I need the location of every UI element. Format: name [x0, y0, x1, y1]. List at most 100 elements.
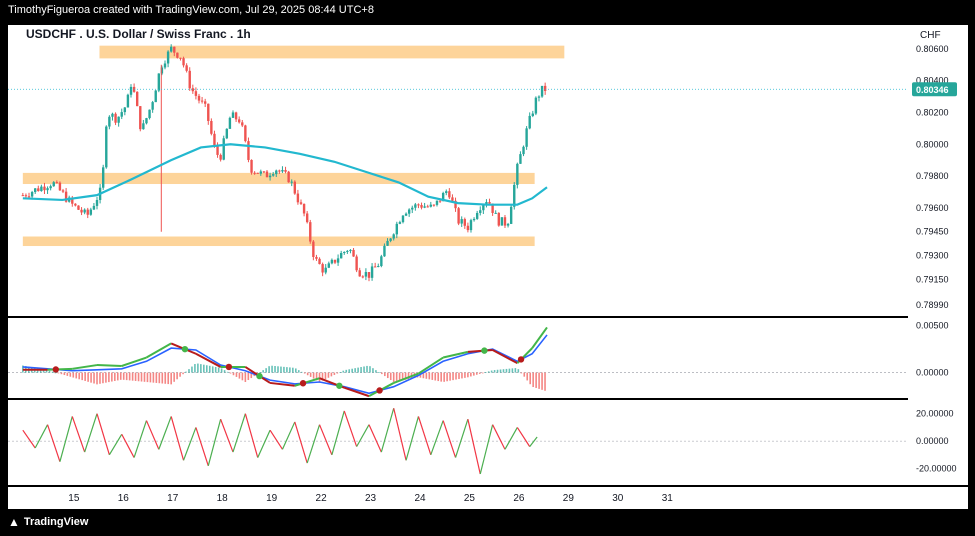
candle — [40, 186, 43, 192]
signal-line-segment — [343, 386, 370, 398]
candle — [395, 223, 399, 235]
macd-histogram-bar — [484, 372, 487, 374]
candle — [475, 212, 479, 219]
candle — [157, 73, 161, 91]
candle — [349, 249, 352, 251]
macd-histogram-bar — [428, 372, 431, 380]
candle — [55, 182, 59, 184]
candle — [420, 205, 423, 208]
zone-0 — [99, 45, 565, 59]
macd-histogram-bar — [475, 372, 478, 375]
macd-histogram-bar — [155, 372, 158, 383]
macd-histogram-bar — [452, 372, 454, 381]
macd-histogram-bar — [57, 372, 60, 374]
macd-histogram-bar — [220, 368, 223, 373]
candle — [135, 91, 139, 107]
macd-histogram-bar — [265, 368, 267, 373]
candle — [71, 197, 74, 204]
candle — [339, 252, 343, 259]
candle — [509, 206, 513, 224]
macd-histogram-bar — [437, 372, 440, 382]
zone-1 — [22, 172, 535, 185]
time-tick-label: 17 — [167, 493, 179, 504]
candle — [101, 167, 105, 188]
macd-histogram-bar — [93, 372, 95, 384]
candle — [485, 202, 488, 205]
macd-histogram-bar — [303, 372, 306, 374]
macd-histogram-bar — [283, 366, 285, 373]
crossover-marker — [481, 347, 488, 354]
oscillator-segment — [207, 419, 222, 466]
macd-histogram-bar — [434, 372, 437, 381]
macd-histogram-bar — [487, 371, 490, 373]
signal-line-segment — [467, 349, 493, 353]
oscillator-segment — [504, 427, 518, 450]
macd-histogram-bar — [250, 372, 253, 379]
oscillator-segment — [244, 413, 259, 458]
candle — [516, 163, 519, 185]
candle — [429, 204, 433, 207]
macd-histogram-bar — [81, 372, 83, 381]
candle — [361, 276, 365, 278]
macd-histogram-bar — [152, 372, 155, 383]
macd-histogram-bar — [342, 370, 345, 373]
candle — [203, 101, 207, 104]
macd-histogram-bar — [511, 368, 514, 373]
macd-histogram-bar — [274, 366, 276, 373]
macd-histogram-bar — [247, 372, 250, 381]
macd-histogram-bar — [280, 366, 282, 373]
macd-histogram-bar — [336, 372, 339, 374]
macd-histogram-bar — [493, 370, 496, 373]
price-tick-label: 0.79600 — [916, 203, 949, 213]
macd-histogram-bar — [354, 368, 356, 373]
candle — [423, 206, 426, 208]
macd-histogram-bar — [538, 372, 540, 389]
candle — [491, 203, 494, 213]
macd-histogram-bar — [395, 372, 398, 382]
macd-histogram-bar — [348, 369, 351, 373]
macd-histogram-bar — [259, 372, 261, 373]
macd-histogram-bar — [102, 372, 104, 384]
macd-histogram-bar — [271, 365, 273, 373]
crossover-marker — [336, 382, 343, 389]
moving-average-line — [22, 143, 548, 206]
candle — [237, 119, 241, 123]
oscillator-segment — [108, 433, 123, 456]
macd-histogram-bar — [105, 372, 107, 383]
candle — [293, 181, 297, 194]
candle — [33, 188, 37, 193]
macd-tick-label: 0.00000 — [916, 368, 949, 378]
candle — [191, 88, 195, 92]
macd-histogram-bar — [532, 372, 534, 388]
candle — [333, 259, 337, 263]
oscillator-segment — [170, 416, 185, 461]
candle — [398, 222, 402, 224]
candle — [466, 225, 470, 231]
macd-histogram-bar — [470, 372, 472, 377]
candle — [411, 207, 414, 210]
macd-histogram-bar — [111, 372, 113, 382]
oscillator-segment — [331, 410, 345, 456]
signal-line-segment — [269, 381, 295, 387]
price-tick-label: 0.78990 — [916, 300, 949, 310]
macd-histogram-bar — [48, 370, 51, 373]
candle — [302, 203, 306, 214]
macd-histogram-bar — [544, 372, 546, 391]
macd-histogram-bar — [378, 372, 380, 373]
candle — [95, 199, 99, 206]
candle — [315, 256, 318, 259]
candle — [194, 91, 198, 96]
macd-histogram-bar — [292, 367, 294, 373]
candle — [197, 95, 201, 101]
macd-histogram-bar — [114, 372, 116, 381]
time-tick-label: 18 — [217, 493, 229, 504]
macd-histogram-bar — [256, 372, 259, 375]
macd-histogram-bar — [455, 372, 457, 380]
candle — [265, 171, 269, 178]
macd-histogram-bar — [514, 368, 517, 373]
oscillator-segment — [71, 416, 86, 453]
macd-histogram-bar — [490, 370, 493, 373]
currency-label: CHF — [920, 30, 941, 41]
